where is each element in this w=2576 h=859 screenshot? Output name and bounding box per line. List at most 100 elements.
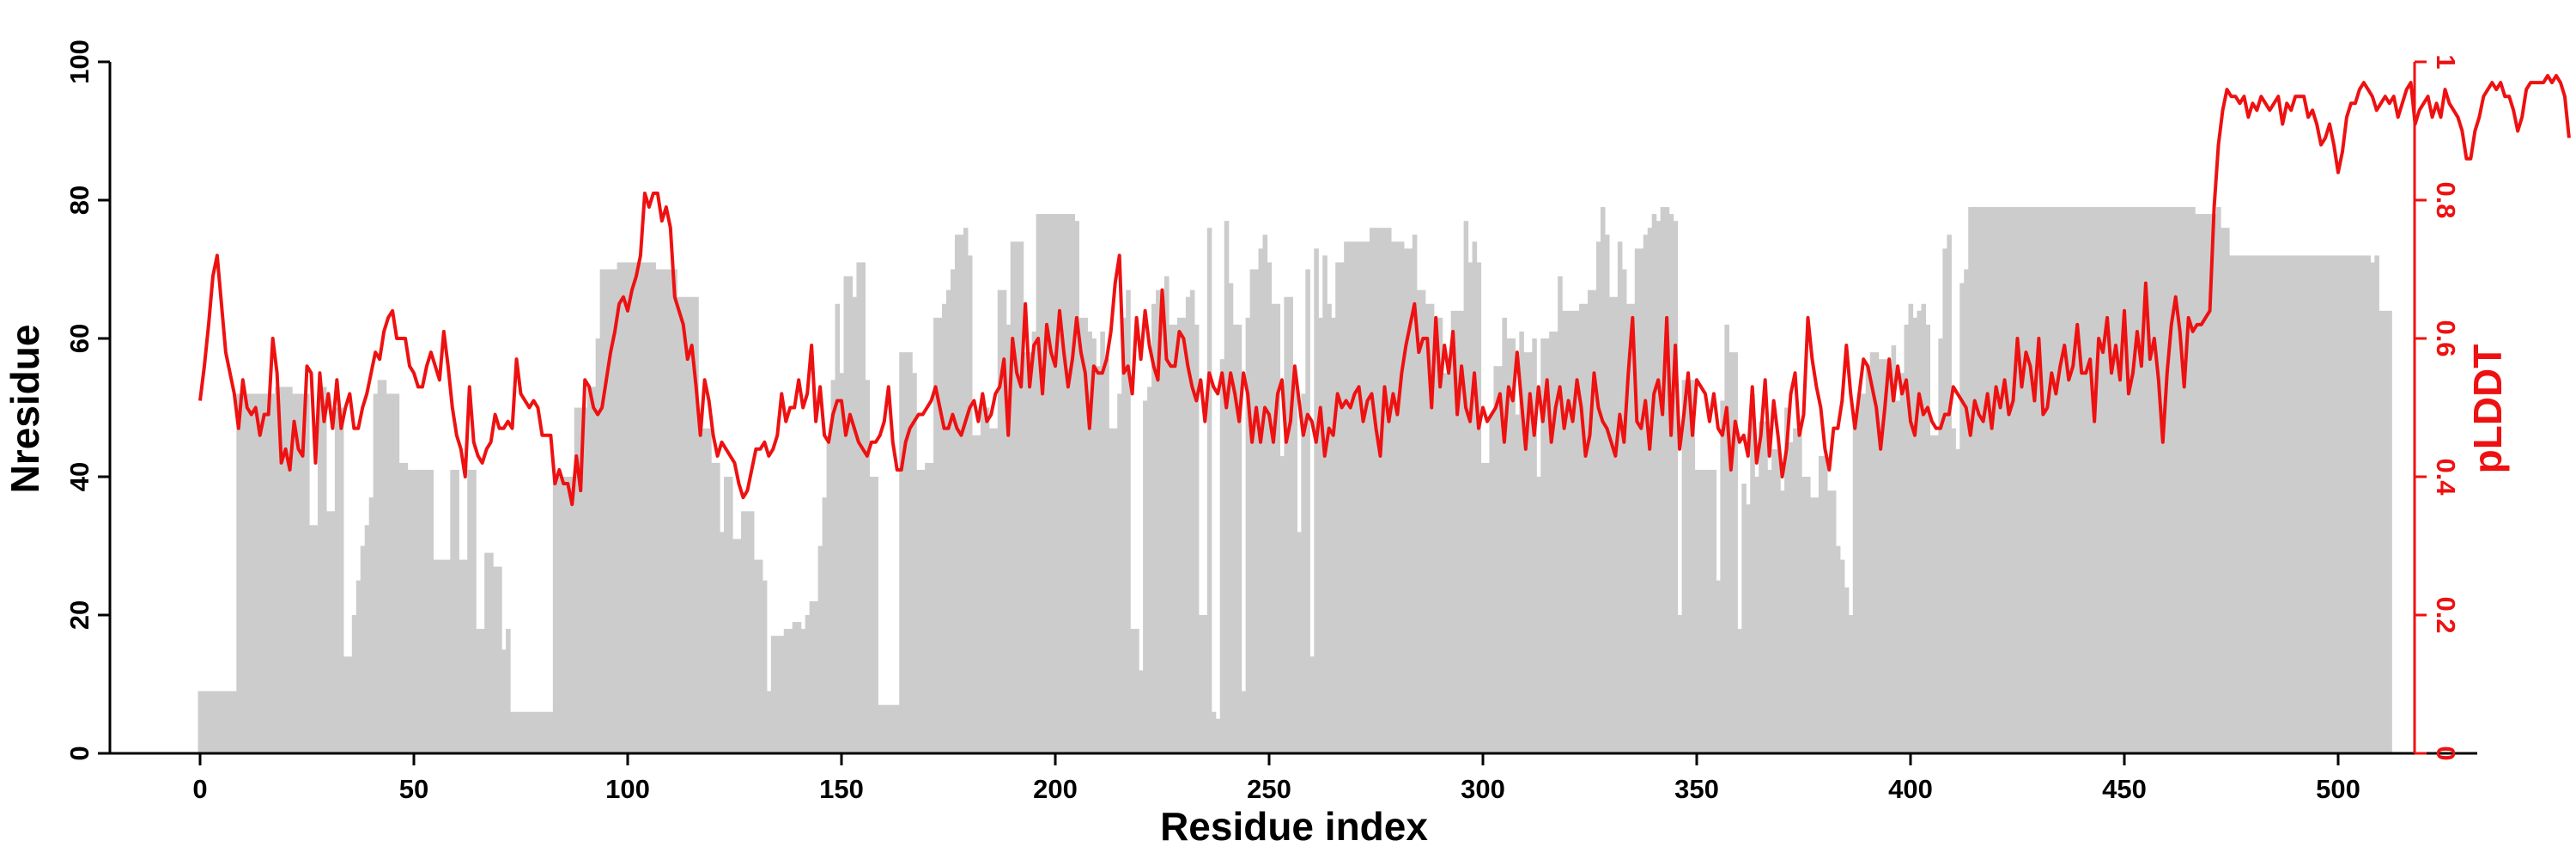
nresidue-bar [2221,228,2230,753]
nresidue-bar [1621,269,1627,753]
nresidue-bar [1267,262,1273,753]
nresidue-bar [317,387,327,753]
nresidue-bar [1617,241,1623,753]
nresidue-bar [1839,559,1845,753]
nresidue-bar [655,269,677,753]
nresidue-bar [595,338,601,753]
nresidue-bar [1189,289,1195,753]
nresidue-bar [980,407,990,753]
nresidue-bar [1942,248,1947,754]
nresidue-bar [1100,331,1105,753]
nresidue-bar [1096,366,1101,753]
nresidue-bar [1968,207,2196,754]
nresidue-bar [843,276,854,753]
nresidue-bar [467,469,477,753]
nresidue-bar [1262,235,1268,753]
nresidue-bar [2216,207,2221,754]
nresidue-bar [1412,235,1418,753]
y-right-tick-label: 0.2 [2431,596,2461,633]
nresidue-bar [364,525,370,753]
nresidue-bar [1279,455,1285,753]
nresidue-bar [1163,276,1170,753]
nresidue-bar [1746,504,1751,753]
x-tick-label: 200 [1033,774,1078,804]
nresidue-bar [1433,317,1443,753]
nresidue-bar [1109,428,1118,753]
nresidue-bar [1784,407,1789,753]
nresidue-bar [1891,345,1897,753]
nresidue-bar [1156,289,1161,753]
nresidue-bar [1147,387,1152,753]
nresidue-bar [1750,393,1755,753]
nresidue-bar [1206,228,1212,753]
nresidue-bar [1917,310,1923,753]
y-right-tick-label: 0 [2431,746,2461,760]
nresidue-bar [2374,255,2379,753]
nresidue-bar [1087,331,1092,753]
nresidue-bar [1185,296,1191,753]
nresidue-bar [1912,317,1918,753]
nresidue-bar [852,296,858,753]
nresidue-bar [355,580,361,753]
nresidue-bar [599,269,618,753]
nresidue-bar [1588,289,1597,753]
nresidue-bar [1493,366,1504,753]
x-tick-label: 150 [819,774,864,804]
y-right-tick-label: 0.4 [2431,458,2461,496]
nresidue-bar [1869,352,1880,753]
nresidue-bar [1031,331,1037,753]
nresidue-bar [1176,317,1187,753]
nresidue-bar [1540,338,1550,753]
nresidue-bar [800,629,806,753]
nresidue-bar [2229,255,2371,753]
nresidue-bar [1536,477,1541,753]
nresidue-bar [476,629,485,753]
nresidue-bar [1625,303,1636,753]
y-right-tick-label: 1 [2431,54,2461,69]
x-tick-label: 500 [2316,774,2360,804]
nresidue-bar [1219,359,1225,753]
x-tick-label: 0 [192,774,207,804]
nresidue-bar [1571,310,1580,753]
nresidue-bar [826,442,832,753]
nresidue-bar [997,289,1007,753]
nresidue-bar [1198,615,1208,753]
nresidue-bar [1826,490,1837,753]
nresidue-bar [2379,310,2392,753]
nresidue-bar [1403,248,1413,754]
x-tick-label: 100 [605,774,650,804]
nresidue-bar [1668,214,1674,754]
nresidue-bar [1335,262,1345,753]
nresidue-bar [1852,421,1858,753]
y-right-tick-label: 0.6 [2431,320,2461,356]
nresidue-bar [869,477,878,753]
nresidue-bar [766,691,772,753]
nresidue-bar [1938,338,1943,753]
nresidue-bar [377,380,387,753]
nresidue-bar [398,462,409,753]
plddt-line [198,74,2571,507]
nresidue-bar [1703,469,1717,753]
nresidue-bar [459,559,468,753]
nresidue-bar [1151,303,1157,753]
nresidue-bar [1562,310,1571,753]
nresidue-bar [1322,255,1327,753]
nresidue-bar [1074,221,1079,753]
nresidue-bar [1951,428,1956,753]
nresidue-bar [720,532,725,753]
y-axis-left-title: Nresidue [3,325,47,494]
nresidue-bar [988,428,999,753]
nresidue-bar [197,691,237,753]
nresidue-bar [1519,331,1524,753]
y-left-tick-label: 0 [64,746,94,760]
nresidue-bar [711,462,720,753]
nresidue-bar [1737,629,1742,753]
nresidue-bar [1720,400,1725,753]
nresidue-bar [1793,428,1802,753]
nresidue-bar [2370,262,2375,753]
nresidue-bar [1780,490,1785,753]
nresidue-bar [1425,303,1435,753]
nresidue-bar [1390,241,1405,753]
nresidue-bar [1249,269,1260,753]
y-axis-right-title: pLDDT [2465,344,2510,474]
